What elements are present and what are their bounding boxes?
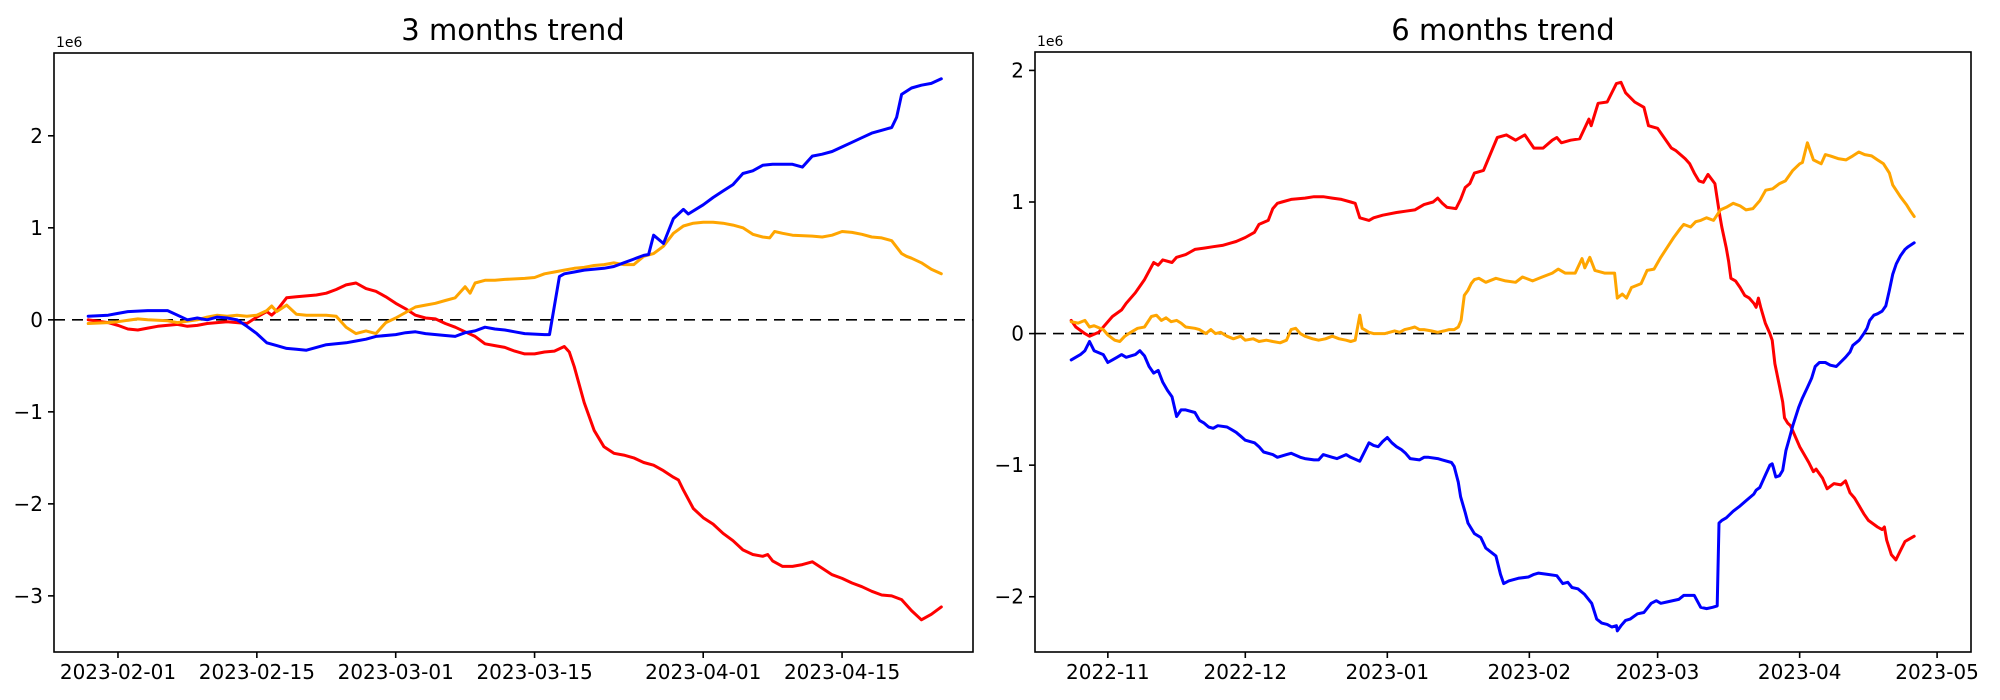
- x-tick-label: 2023-03: [1616, 660, 1700, 684]
- right-offset-label: 1e6: [1037, 34, 1064, 50]
- x-tick-label: 2023-02-15: [199, 660, 315, 684]
- y-tick-label: 1: [30, 216, 43, 240]
- axis-frame: [53, 52, 974, 653]
- left-plot-area: 2023-02-01 2023-02-15 2023-03-01 2023-03-15…: [14, 52, 974, 684]
- series-line-orange: [86, 220, 943, 336]
- axis-frame: [1034, 51, 1972, 653]
- y-tick-label: −2: [995, 585, 1024, 609]
- series-line-blue: [1069, 241, 1916, 633]
- x-tick-label: 2023-05: [1895, 660, 1979, 684]
- right-chart: 6 months trend 1e6 2022-11 2022-12 2023-01…: [995, 13, 1979, 684]
- x-tick-label: 2022-11: [1066, 660, 1150, 684]
- x-tick-label: 2023-02-01: [60, 660, 176, 684]
- x-tick-label: 2023-03-01: [338, 660, 454, 684]
- y-tick-label: −2: [14, 492, 43, 516]
- y-tick-label: 1: [1011, 190, 1024, 214]
- y-tick-label: 0: [30, 308, 43, 332]
- right-chart-title: 6 months trend: [1391, 13, 1614, 47]
- y-tick-label: −1: [995, 453, 1024, 477]
- left-offset-label: 1e6: [56, 35, 83, 51]
- left-chart-title: 3 months trend: [401, 13, 624, 47]
- x-tick-label: 2023-02: [1488, 660, 1572, 684]
- y-tick-label: −3: [14, 584, 43, 608]
- right-plot-area: 2022-11 2022-12 2023-01 2023-02 2023-03 2023-…: [995, 51, 1979, 684]
- y-tick-label: 0: [1011, 322, 1024, 346]
- x-tick-label: 2023-01: [1346, 660, 1430, 684]
- x-tick-label: 2023-04-15: [784, 660, 900, 684]
- y-tick-label: −1: [14, 400, 43, 424]
- series-line-orange: [1069, 141, 1916, 345]
- y-tick-label: 2: [30, 124, 43, 148]
- x-tick-label: 2023-04: [1758, 660, 1842, 684]
- series-line-red: [1069, 80, 1916, 562]
- series-line-blue: [86, 77, 943, 352]
- left-chart: 3 months trend 1e6 2023-02-01 2023-02-15 2…: [14, 13, 974, 684]
- x-tick-label: 2023-04-01: [645, 660, 761, 684]
- series-line-red: [86, 281, 943, 622]
- x-tick-label: 2022-12: [1204, 660, 1288, 684]
- y-tick-label: 2: [1011, 58, 1024, 82]
- x-tick-label: 2023-03-15: [476, 660, 592, 684]
